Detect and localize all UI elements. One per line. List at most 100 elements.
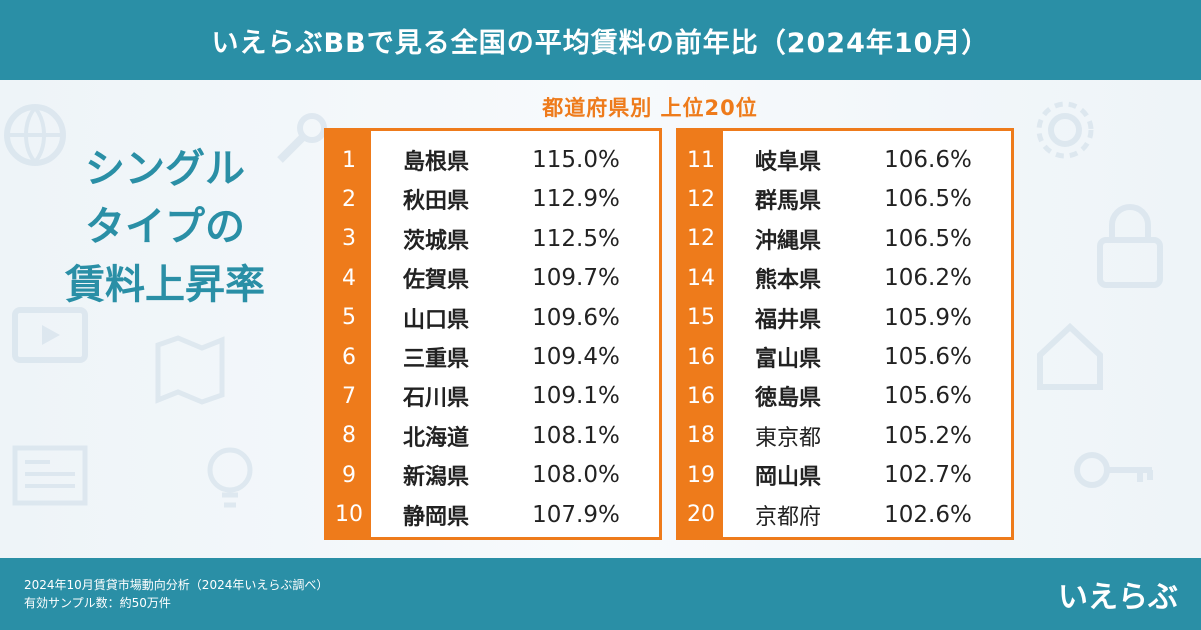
table-row: 20 京都府 102.6% <box>679 496 1011 534</box>
footer: 2024年10月賃貸市場動向分析（2024年いえらぶ調べ） 有効サンプル数：約5… <box>0 558 1201 630</box>
rent-ratio: 109.7% <box>532 265 620 292</box>
rank-number: 12 <box>687 226 715 252</box>
rank-number: 12 <box>687 186 715 212</box>
rank-number: 15 <box>687 305 715 331</box>
rent-ratio: 102.7% <box>884 462 972 489</box>
table-row: 3 茨城県 112.5% <box>327 220 659 258</box>
table-row: 14 熊本県 106.2% <box>679 259 1011 297</box>
prefecture-name: 東京都 <box>754 425 821 451</box>
prefecture-name: 徳島県 <box>754 386 821 412</box>
prefecture-name: 富山県 <box>754 347 821 372</box>
table-row: 7 石川県 109.1% <box>327 377 659 415</box>
rank-column-bar <box>327 131 371 537</box>
table-row: 5 山口県 109.6% <box>327 299 659 337</box>
ranking-panel-left: 1 島根県 115.0% 2 秋田県 112.9% 3 茨城県 112.5% 4 佐賀県 109.7%… <box>324 128 662 540</box>
rent-ratio: 105.6% <box>884 344 972 370</box>
rent-ratio: 105.6% <box>884 383 972 410</box>
rank-number: 18 <box>687 423 715 449</box>
rent-ratio: 106.5% <box>884 186 972 213</box>
brand-logo: いえらぶ <box>1058 580 1178 615</box>
table-row: 6 三重県 109.4% <box>327 338 659 376</box>
table-row: 10 静岡県 107.9% <box>327 496 659 534</box>
rent-ratio: 102.6% <box>884 501 972 528</box>
prefecture-name: 沖縄県 <box>754 228 821 254</box>
prefecture-name: 岡山県 <box>754 465 821 491</box>
table-row: 2 秋田県 112.9% <box>327 180 659 218</box>
rank-number: 2 <box>342 186 356 212</box>
prefecture-name: 福井県 <box>754 307 821 333</box>
prefecture-name: 新潟県 <box>402 465 469 491</box>
rent-ratio: 108.1% <box>532 422 620 449</box>
prefecture-name: 静岡県 <box>402 504 469 530</box>
rank-number: 11 <box>687 147 715 173</box>
rank-number: 5 <box>342 305 356 331</box>
table-row: 9 新潟県 108.0% <box>327 456 659 494</box>
rent-ratio: 105.2% <box>884 422 972 449</box>
rank-number: 14 <box>687 265 715 291</box>
rent-ratio: 112.5% <box>532 225 620 252</box>
prefecture-name: 群馬県 <box>754 189 821 215</box>
prefecture-name: 秋田県 <box>402 189 469 215</box>
rent-ratio: 109.4% <box>532 344 620 370</box>
rank-number: 8 <box>342 423 356 449</box>
rent-ratio: 108.0% <box>532 462 620 489</box>
rank-number: 19 <box>687 462 715 488</box>
key-icon <box>1074 452 1153 488</box>
rank-number: 6 <box>342 344 356 370</box>
rent-ratio: 105.9% <box>884 304 972 331</box>
prefecture-name: 北海道 <box>402 425 469 451</box>
ranking-panel-right: 11 岐阜県 106.6% 12 群馬県 106.5% 12 沖縄県 106.5% 14 熊本県 10… <box>676 128 1014 540</box>
table-row: 8 北海道 108.1% <box>327 417 659 455</box>
prefecture-name: 佐賀県 <box>402 268 469 294</box>
section-title-line1: シングル <box>85 146 245 192</box>
rank-number: 16 <box>687 344 715 370</box>
footer-notes: 2024年10月賃貸市場動向分析（2024年いえらぶ調べ） 有効サンプル数：約5… <box>24 576 328 612</box>
sample-note: 有効サンプル数：約50万件 <box>24 596 171 610</box>
prefecture-name: 三重県 <box>402 347 469 372</box>
rent-ratio: 106.5% <box>884 225 972 252</box>
table-row: 12 沖縄県 106.5% <box>679 220 1011 258</box>
rent-ratio: 106.2% <box>884 265 972 292</box>
section-title-line2: タイプの <box>85 204 245 250</box>
rent-ratio: 106.6% <box>884 147 972 173</box>
table-row: 11 岐阜県 106.6% <box>679 141 1011 179</box>
rank-number: 1 <box>342 147 356 173</box>
table-row: 1 島根県 115.0% <box>327 141 659 179</box>
house-icon <box>1037 322 1103 390</box>
rent-ratio: 112.9% <box>532 186 620 213</box>
rank-number: 20 <box>687 502 715 528</box>
ranking-subheading: 都道府県別 上位20位 <box>542 96 758 120</box>
prefecture-name: 熊本県 <box>754 268 821 294</box>
prefecture-name: 京都府 <box>754 504 821 530</box>
rank-number: 9 <box>342 462 356 488</box>
table-row: 18 東京都 105.2% <box>679 417 1011 455</box>
prefecture-name: 山口県 <box>402 307 469 333</box>
rent-ratio: 107.9% <box>532 501 620 528</box>
rank-number: 10 <box>335 502 363 528</box>
page-title: いえらぶBBで見る全国の平均賃料の前年比（2024年10月） <box>0 0 1201 80</box>
section-title: シングル タイプの 賃料上昇率 <box>40 140 290 314</box>
section-title-line3: 賃料上昇率 <box>65 262 265 308</box>
rent-ratio: 109.6% <box>532 304 620 331</box>
lightbulb-icon <box>207 447 253 508</box>
rank-number: 4 <box>342 265 356 291</box>
rank-number: 7 <box>342 383 356 409</box>
table-row: 16 徳島県 105.6% <box>679 377 1011 415</box>
lock-icon <box>1097 204 1163 288</box>
rank-column-bar <box>679 131 723 537</box>
table-row: 12 群馬県 106.5% <box>679 180 1011 218</box>
table-row: 16 富山県 105.6% <box>679 338 1011 376</box>
table-row: 19 岡山県 102.7% <box>679 456 1011 494</box>
prefecture-name: 茨城県 <box>402 228 469 254</box>
rank-number: 3 <box>342 226 356 252</box>
rent-ratio: 109.1% <box>532 383 620 410</box>
video-icon <box>12 307 88 363</box>
rank-number: 16 <box>687 383 715 409</box>
table-row: 4 佐賀県 109.7% <box>327 259 659 297</box>
prefecture-name: 島根県 <box>402 150 469 175</box>
rent-ratio: 115.0% <box>532 147 620 173</box>
globe-icon <box>4 104 66 166</box>
source-note: 2024年10月賃貸市場動向分析（2024年いえらぶ調べ） <box>24 578 329 592</box>
map-icon <box>155 335 225 405</box>
newspaper-icon <box>12 445 88 506</box>
